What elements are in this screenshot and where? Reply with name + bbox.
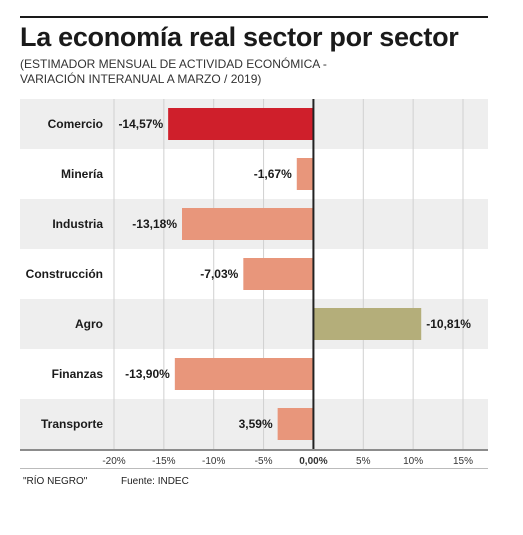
x-tick-label: -5% [255, 456, 273, 467]
data-label: -13,90% [125, 367, 170, 381]
category-label: Industria [52, 217, 103, 231]
bar-comercio [168, 108, 314, 140]
x-tick-label: 10% [403, 456, 423, 467]
row-band [20, 399, 488, 449]
category-label: Finanzas [52, 367, 104, 381]
x-tick-label: -10% [202, 456, 225, 467]
category-label: Transporte [41, 417, 103, 431]
data-label: -7,03% [200, 267, 238, 281]
chart-title: La economía real sector por sector [20, 22, 459, 52]
bottom-rule [20, 468, 488, 469]
bar-minería [296, 158, 314, 190]
data-label: -13,18% [132, 217, 177, 231]
x-tick-label: 5% [356, 456, 371, 467]
x-tick-label: -20% [102, 456, 125, 467]
category-label: Agro [75, 317, 103, 331]
bar-industria [182, 208, 314, 240]
category-label: Minería [61, 167, 103, 181]
bar-construcción [243, 258, 314, 290]
x-tick-label: 15% [453, 456, 473, 467]
top-rule [20, 16, 488, 18]
bar-agro [313, 308, 422, 340]
category-label: Comercio [48, 117, 103, 131]
data-label: -1,67% [254, 167, 292, 181]
footer-source: Fuente: INDEC [121, 476, 189, 487]
bar-finanzas [174, 358, 314, 390]
data-label: 3,59% [239, 417, 273, 431]
footer-credit: "RÍO NEGRO" [23, 476, 88, 487]
x-tick-label: 0,00% [299, 456, 327, 467]
data-label: -10,81% [426, 317, 471, 331]
chart-subtitle: (ESTIMADOR MENSUAL DE ACTIVIDAD ECONÓMIC… [20, 57, 327, 86]
x-tick-label: -15% [152, 456, 175, 467]
data-label: -14,57% [118, 117, 163, 131]
bar-transporte [277, 408, 314, 440]
category-label: Construcción [26, 267, 103, 281]
